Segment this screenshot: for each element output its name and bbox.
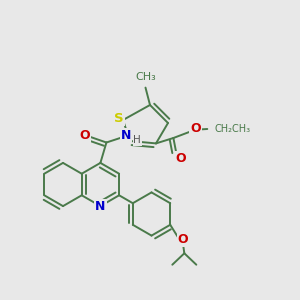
Text: O: O — [80, 129, 90, 142]
Text: CH₃: CH₃ — [135, 72, 156, 82]
Text: O: O — [190, 122, 201, 136]
Text: S: S — [114, 112, 124, 125]
Text: CH₂CH₃: CH₂CH₃ — [215, 124, 251, 134]
Text: O: O — [176, 152, 186, 165]
Text: N: N — [121, 129, 131, 142]
Text: N: N — [95, 200, 106, 213]
Text: H: H — [134, 135, 141, 145]
Text: O: O — [178, 233, 188, 246]
